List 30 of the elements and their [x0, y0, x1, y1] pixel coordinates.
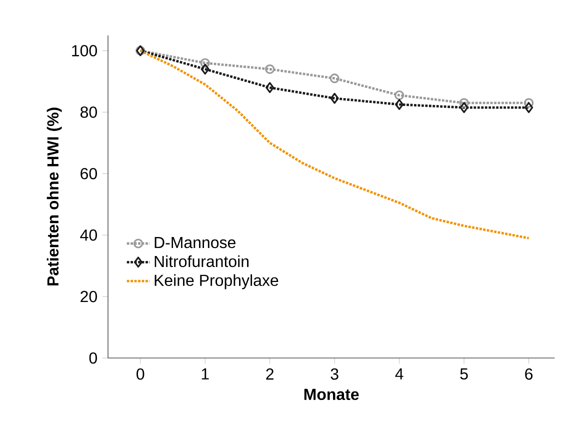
y-tick-label: 0: [89, 352, 97, 364]
y-tick-label: 40: [80, 229, 97, 241]
point: [265, 64, 275, 74]
point: [460, 102, 468, 114]
y-tick-label: 60: [80, 168, 97, 180]
x-tick-label: 4: [395, 368, 404, 380]
legend-label: D-Mannose: [154, 237, 236, 248]
x-tick-label: 1: [202, 368, 209, 380]
x-tick-label: 2: [266, 368, 274, 380]
y-tick-label: 20: [80, 290, 97, 302]
x-tick-label: 6: [525, 368, 533, 380]
point: [524, 102, 534, 114]
point: [200, 58, 210, 68]
x-tick-label: 0: [136, 368, 144, 380]
legend-label: Keine Prophylaxe: [154, 274, 278, 290]
point: [395, 99, 404, 110]
y-axis-title: Patienten ohne HWI (%): [46, 108, 62, 286]
y-tick-label: 80: [80, 106, 97, 118]
point: [394, 90, 404, 100]
point: [330, 74, 340, 84]
legend-label: Nitrofurantoin: [154, 255, 248, 268]
x-tick-label: 5: [460, 368, 468, 380]
point: [266, 82, 274, 94]
x-axis-title: Monate: [304, 388, 359, 400]
y-tick-label: 100: [72, 45, 97, 56]
point: [524, 98, 534, 108]
x-tick-label: 3: [330, 368, 338, 380]
point: [330, 92, 339, 104]
point: [459, 98, 469, 108]
point: [200, 64, 210, 75]
